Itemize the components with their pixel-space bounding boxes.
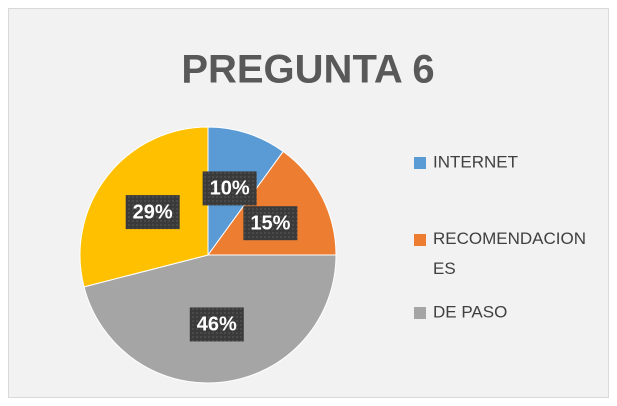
data-label-text: 46% [197, 314, 237, 336]
data-label-text: 29% [133, 201, 173, 223]
data-label-text: 15% [250, 213, 290, 235]
data-label: 29% [125, 195, 180, 230]
legend-swatch [414, 234, 426, 246]
data-label-box [189, 307, 244, 342]
data-label-box [125, 195, 180, 230]
legend-swatch [414, 157, 426, 169]
legend-label: DE PASO [433, 302, 507, 321]
legend-swatch [414, 307, 426, 319]
chart-title: PREGUNTA 6 [181, 48, 434, 92]
legend-label: INTERNET [433, 152, 518, 171]
pie-slice [207, 150, 337, 256]
data-label: 10% [202, 171, 257, 206]
data-label: 46% [189, 307, 244, 342]
data-label-box [243, 206, 298, 241]
data-label-box [202, 171, 257, 206]
data-label: 15% [243, 206, 298, 241]
data-label-text: 10% [210, 178, 250, 200]
legend-label: RECOMENDACION ES [433, 229, 586, 278]
